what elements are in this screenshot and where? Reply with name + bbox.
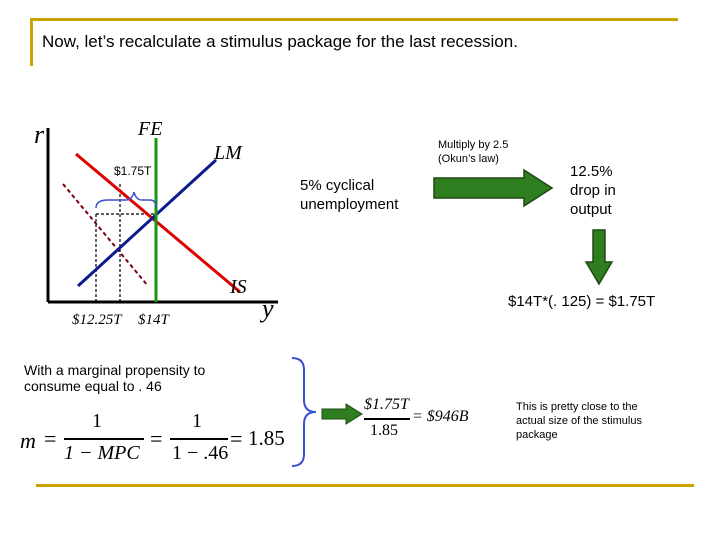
mpc-note: With a marginal propensity to consume eq… xyxy=(24,362,206,394)
denominator-2: 1 − .46 xyxy=(172,442,229,464)
denominator-1: 1 − MPC xyxy=(64,442,140,464)
y-axis-label: r xyxy=(34,120,45,149)
right-arrow xyxy=(433,168,554,208)
calculation-text: $14T*(. 125) = $1.75T xyxy=(508,293,656,310)
x-tick-1: $12.25T xyxy=(72,312,122,328)
stimulus-denominator: 1.85 xyxy=(370,422,398,439)
gap-bracket xyxy=(95,191,157,209)
top-border xyxy=(30,18,678,21)
output-drop-text: 12.5% drop in output xyxy=(570,163,616,218)
bottom-rule xyxy=(36,484,694,487)
lm-label: LM xyxy=(214,142,242,164)
equals-2: = xyxy=(150,426,163,451)
left-border xyxy=(30,18,33,66)
shifted-is-curve xyxy=(62,183,149,287)
fe-label: FE xyxy=(138,118,163,140)
unemployment-text: 5% cyclical unemployment xyxy=(300,177,399,213)
gap-label: $1.75T xyxy=(114,164,152,178)
multiplier-symbol: m xyxy=(20,428,36,453)
equals-1: = xyxy=(44,426,57,451)
equals-3: = xyxy=(230,426,243,451)
okun-note: Multiply by 2.5 (Okun’s law) xyxy=(438,139,509,165)
is-label: IS xyxy=(230,276,247,298)
fraction-bar-3 xyxy=(364,418,410,420)
lm-curve xyxy=(76,158,218,288)
is-lm-graph xyxy=(46,128,278,304)
numerator-2: 1 xyxy=(192,410,202,432)
closing-note: This is pretty close to the actual size … xyxy=(516,401,642,441)
multiplier-result: 1.85 xyxy=(248,426,285,450)
curly-brace xyxy=(291,357,317,467)
slide-title: Now, let’s recalculate a stimulus packag… xyxy=(42,32,518,51)
is-curve xyxy=(75,152,241,294)
down-arrow xyxy=(584,229,614,286)
numerator-1: 1 xyxy=(92,410,102,432)
x-tick-2: $14T xyxy=(138,312,169,328)
stimulus-result: = $946B xyxy=(412,408,469,425)
fraction-bar-1 xyxy=(64,438,144,440)
stimulus-arrow xyxy=(321,403,363,425)
stimulus-numerator: $1.75T xyxy=(364,396,409,413)
fraction-bar-2 xyxy=(170,438,228,440)
x-axis-label: y xyxy=(262,294,274,323)
